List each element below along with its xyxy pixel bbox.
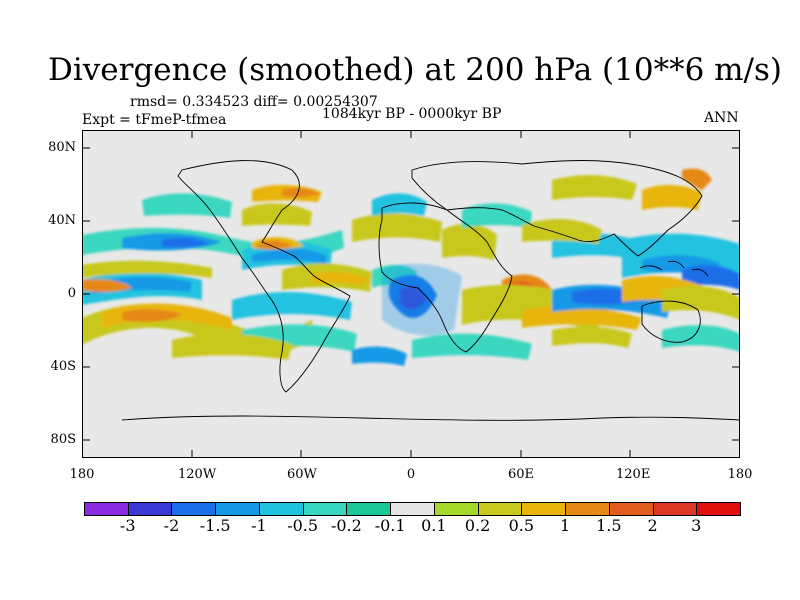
field-band xyxy=(252,248,327,264)
antarctica-coast xyxy=(121,415,740,421)
period-label: 1084kyr BP - 0000kyr BP xyxy=(322,106,502,122)
lon-tick-label: 180 xyxy=(727,467,753,482)
field-band xyxy=(372,193,427,216)
lon-tick-label: 120E xyxy=(616,467,651,482)
colorbar-segment xyxy=(565,502,610,516)
lat-tick-label: 80N xyxy=(48,140,76,155)
islands-coast xyxy=(639,260,709,277)
colorbar-segment xyxy=(215,502,260,516)
colorbar-segment xyxy=(477,502,523,516)
colorbar-tick-label: -3 xyxy=(119,516,136,535)
lon-tick-label: 0 xyxy=(406,467,416,482)
colorbar-tick-label: -1.5 xyxy=(199,516,231,535)
colorbar-segment xyxy=(346,502,392,516)
field-band xyxy=(682,168,712,190)
coastlines xyxy=(121,160,740,421)
season-label: ANN xyxy=(704,110,739,126)
field-band xyxy=(122,309,182,322)
africa-coast xyxy=(378,202,513,353)
field-band xyxy=(82,279,132,292)
colorbar-tick-label: 3 xyxy=(691,516,702,535)
lon-tick-label: 60E xyxy=(507,467,535,482)
lat-tick-label: 80S xyxy=(50,432,76,447)
colorbar-segment xyxy=(302,502,348,516)
map-frame xyxy=(82,130,740,458)
colorbar-segment xyxy=(84,502,129,516)
field-band xyxy=(462,203,532,228)
americas-coast xyxy=(177,160,351,393)
colorbar-tick-label: 0.1 xyxy=(421,516,447,535)
experiment-label: Expt = tFmeP-tfmea xyxy=(82,112,227,128)
field-band xyxy=(662,325,740,352)
stats-label: rmsd= 0.334523 diff= 0.00254307 xyxy=(130,94,378,110)
field-band xyxy=(162,237,210,248)
divergence-field xyxy=(82,168,740,366)
field-band xyxy=(242,203,312,226)
colorbar-segment xyxy=(127,502,173,516)
field-band xyxy=(352,346,407,366)
colorbar-segment xyxy=(521,502,567,516)
field-band xyxy=(442,223,497,260)
lon-tick-label: 60W xyxy=(287,467,317,482)
colorbar-segment xyxy=(258,502,304,516)
field-band xyxy=(232,291,352,320)
colorbar-tick-label: 0.5 xyxy=(508,516,535,535)
colorbar-tick-label: -2 xyxy=(163,516,180,535)
field-band xyxy=(172,333,292,360)
australia-coast xyxy=(641,300,701,343)
map-plot xyxy=(82,130,740,458)
colorbar-tick-label: 1.5 xyxy=(596,516,622,535)
field-band xyxy=(522,218,602,244)
field-band xyxy=(142,193,232,218)
colorbar-segment xyxy=(652,502,698,516)
field-band xyxy=(257,240,292,250)
field-blob xyxy=(382,263,462,336)
field-band xyxy=(282,187,320,198)
colorbar-tick-label: -1 xyxy=(251,516,267,535)
colorbar-tick-label: 1 xyxy=(559,516,571,535)
colorbar-tick-label: 2 xyxy=(647,516,658,535)
colorbar-tick-label: -0.2 xyxy=(330,516,362,535)
field-band xyxy=(552,326,632,348)
lon-tick-label: 180 xyxy=(69,467,95,482)
colorbar xyxy=(84,502,741,516)
field-band xyxy=(642,184,702,210)
axis-ticks xyxy=(82,130,740,458)
field-band xyxy=(662,285,740,320)
colorbar-tick-label: 0.2 xyxy=(464,516,491,535)
field-band xyxy=(552,175,637,200)
field-band xyxy=(352,213,442,242)
lon-tick-label: 120W xyxy=(178,467,217,482)
map-panel xyxy=(82,130,740,458)
lat-tick-label: 40S xyxy=(50,359,76,374)
colorbar-segment xyxy=(608,502,654,516)
eurasia-coast xyxy=(411,160,703,257)
colorbar-segment xyxy=(433,502,479,516)
colorbar-tick-label: -0.5 xyxy=(287,516,319,535)
lat-tick-label: 0 xyxy=(67,286,76,301)
colorbar-segment xyxy=(390,502,435,516)
colorbar-tick-label: -0.1 xyxy=(374,516,406,535)
lat-tick-label: 40N xyxy=(48,213,76,228)
map-title: Divergence (smoothed) at 200 hPa (10**6 … xyxy=(48,52,782,88)
colorbar-segment xyxy=(171,502,217,516)
colorbar-segment xyxy=(696,502,741,516)
field-band xyxy=(82,260,212,278)
